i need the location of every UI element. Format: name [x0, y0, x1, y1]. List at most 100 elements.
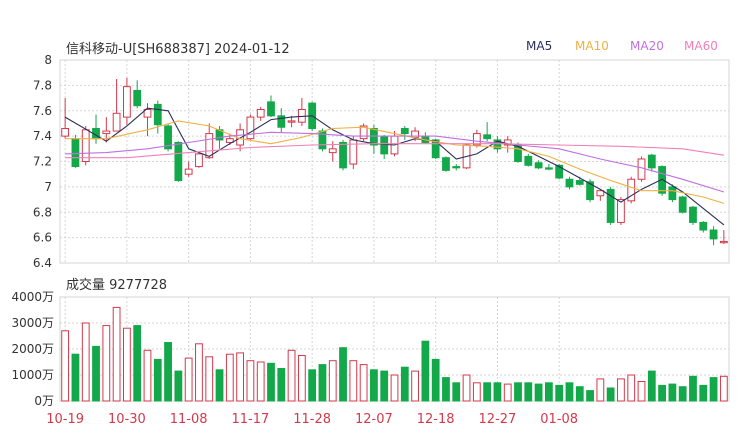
- candle-body: [400, 128, 409, 135]
- candle-body: [647, 154, 656, 169]
- ma60-line: [65, 143, 724, 159]
- volume-bar: [575, 386, 584, 402]
- date-tick-label: 12-07: [355, 412, 393, 427]
- ma10-legend: MA10: [575, 39, 609, 53]
- volume-tick-label: 3000万: [11, 316, 54, 330]
- candle-body: [452, 166, 461, 169]
- candle-body: [153, 103, 162, 126]
- date-tick-label: 11-08: [170, 412, 208, 427]
- volume-bar: [153, 358, 162, 402]
- volume-bar: [133, 325, 142, 402]
- candle-body: [668, 186, 677, 201]
- volume-bar: [328, 360, 337, 402]
- volume-bar: [658, 384, 666, 402]
- volume-bar: [92, 345, 100, 402]
- date-tick-label: 11-17: [232, 412, 270, 427]
- candle-body: [472, 133, 481, 146]
- volume-bar: [709, 377, 718, 402]
- volume-tick-label: 1000万: [11, 368, 54, 382]
- volume-bar: [431, 358, 440, 402]
- volume-bar: [61, 330, 70, 402]
- ma5-line: [64, 107, 725, 226]
- ma20-line: [65, 131, 725, 193]
- volume-bar: [442, 377, 450, 402]
- price-tick-label: 7: [44, 180, 52, 194]
- candle-body: [71, 138, 80, 168]
- volume-bar: [483, 382, 492, 402]
- volume-bar: [493, 382, 502, 402]
- date-tick-label: 12-27: [479, 412, 517, 427]
- candle-body: [493, 139, 502, 150]
- candle-body: [195, 153, 203, 168]
- volume-bar: [637, 381, 646, 402]
- candle-body: [689, 206, 697, 223]
- ma20-legend: MA20: [630, 39, 664, 53]
- volume-bar: [339, 347, 347, 402]
- volume-bar: [380, 370, 389, 402]
- candle-body: [256, 108, 265, 118]
- candle-body: [534, 162, 543, 169]
- candle-body: [339, 141, 347, 169]
- volume-title: 成交量 9277728: [66, 278, 168, 293]
- volume-bar: [668, 383, 677, 402]
- candle-body: [431, 139, 440, 159]
- candle-body: [699, 221, 708, 231]
- candle-body: [225, 138, 234, 143]
- volume-bar: [534, 383, 543, 402]
- volume-bar: [719, 375, 728, 402]
- volume-tick-label: 0万: [34, 394, 54, 408]
- volume-bar: [277, 368, 286, 402]
- candle-body: [328, 148, 337, 154]
- candle-body: [143, 108, 152, 118]
- ma60-legend: MA60: [684, 39, 718, 53]
- volume-bar: [606, 387, 615, 402]
- volume-bar: [102, 325, 111, 402]
- candle-body: [627, 178, 636, 202]
- candle-body: [184, 168, 193, 175]
- candle-body: [606, 188, 615, 223]
- candle-body: [575, 180, 584, 185]
- volume-bar: [699, 384, 708, 402]
- volume-bar: [81, 322, 90, 402]
- candle-body: [586, 181, 594, 201]
- candle-body: [555, 164, 564, 179]
- price-tick-label: 7.6: [33, 104, 52, 118]
- volume-bar: [123, 327, 131, 402]
- volume-bar: [411, 370, 419, 402]
- volume-bar: [225, 353, 234, 402]
- candle-body: [678, 196, 687, 213]
- candle-body: [174, 141, 183, 182]
- price-tick-label: 6.4: [33, 256, 52, 270]
- volume-bar: [184, 357, 193, 402]
- candle-body: [277, 115, 286, 128]
- volume-bar: [297, 355, 306, 402]
- ma5-legend: MA5: [526, 39, 553, 53]
- volume-bar: [462, 374, 471, 402]
- date-tick-label: 10-19: [46, 412, 84, 427]
- volume-bar: [236, 352, 245, 402]
- volume-bar: [586, 390, 594, 402]
- candle-body: [123, 86, 131, 118]
- volume-bar: [400, 366, 409, 402]
- volume-bar: [267, 362, 275, 402]
- volume-bar: [647, 370, 656, 402]
- candle-body: [267, 101, 275, 117]
- volume-bar: [544, 382, 553, 402]
- candle-body: [133, 89, 142, 107]
- candle-body: [596, 190, 605, 197]
- price-tick-label: 6.6: [33, 231, 52, 245]
- candle-body: [483, 134, 492, 140]
- volume-bar: [318, 364, 327, 402]
- volume-bar: [205, 356, 214, 402]
- candle-body: [287, 120, 296, 123]
- date-tick-label: 12-18: [417, 412, 455, 427]
- volume-bar: [627, 374, 636, 402]
- volume-bar: [596, 378, 605, 402]
- volume-bar: [555, 384, 564, 402]
- volume-bar: [524, 382, 533, 402]
- volume-bar: [287, 349, 296, 402]
- candle-body: [719, 240, 728, 244]
- candle-body: [442, 157, 450, 171]
- candle-body: [359, 125, 368, 140]
